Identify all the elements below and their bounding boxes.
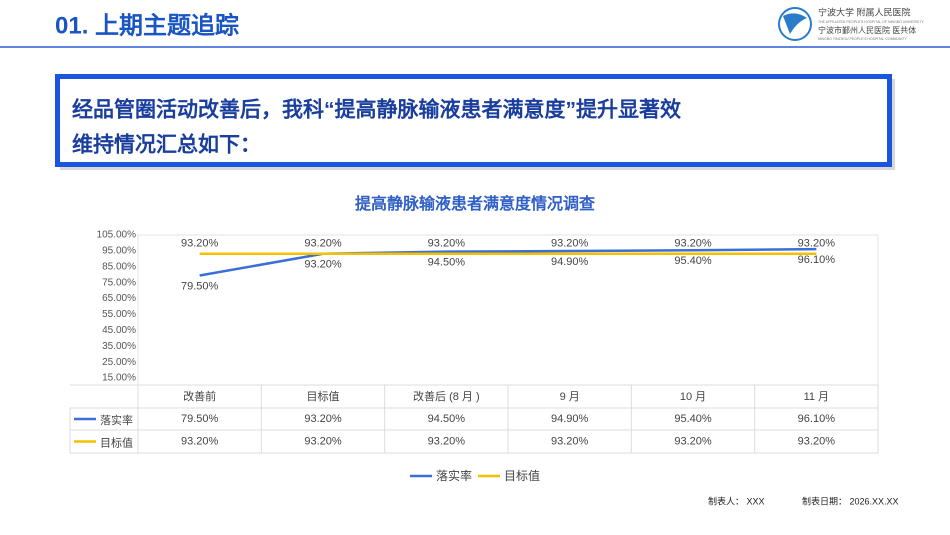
y-tick-label: 25.00% <box>102 357 136 368</box>
data-label: 93.20% <box>428 238 466 250</box>
data-label: 93.20% <box>304 238 342 250</box>
x-tick-label: 改善前 <box>183 389 216 403</box>
y-tick-label: 35.00% <box>102 341 136 352</box>
data-label: 93.20% <box>181 238 219 250</box>
logo-emblem <box>778 7 812 41</box>
chart-title: 提高静脉输液患者满意度情况调查 <box>355 194 595 213</box>
data-label: 96.10% <box>798 254 836 266</box>
data-label: 94.90% <box>551 256 589 268</box>
logo-group-en: NINGBO YINZHOU PEOPLE'S HOSPITAL COMMUNI… <box>818 37 908 41</box>
y-tick-label: 55.00% <box>102 309 136 320</box>
y-tick-label: 15.00% <box>102 373 136 384</box>
table-cell: 95.40% <box>674 413 712 425</box>
summary-line: 经品管圈活动改善后，我科“提高静脉输液患者满意度”提升显著效 <box>72 98 681 122</box>
legend-label: 落实率 <box>436 468 472 483</box>
x-tick-label: 9 月 <box>560 391 580 403</box>
plot-frame <box>137 234 879 386</box>
table-row-label: 落实率 <box>100 413 133 427</box>
y-tick-label: 95.00% <box>102 246 136 257</box>
y-tick-label: 105.00% <box>97 230 137 241</box>
table-cell: 96.10% <box>798 413 836 425</box>
footer-date: 制表日期： 2026.XX.XX <box>802 495 899 506</box>
data-label: 79.50% <box>181 280 219 292</box>
data-label: 93.20% <box>674 238 712 250</box>
summary-line: 维持情况汇总如下： <box>72 133 261 157</box>
table-cell: 94.90% <box>551 413 589 425</box>
logo-name-en: THE AFFILIATED PEOPLE'S HOSPITAL OF NING… <box>818 20 924 24</box>
x-tick-label: 11 月 <box>804 391 829 403</box>
data-label: 95.40% <box>674 255 712 267</box>
y-tick-label: 65.00% <box>102 293 136 304</box>
summary-box <box>55 74 892 167</box>
table-cell: 93.20% <box>304 435 342 447</box>
series-line <box>199 247 817 277</box>
x-tick-label: 目标值 <box>307 389 340 403</box>
table-cell: 93.20% <box>674 435 712 447</box>
legend-label: 目标值 <box>504 468 540 483</box>
logo-mark <box>783 13 807 34</box>
data-label: 93.20% <box>551 238 589 250</box>
y-tick-label: 45.00% <box>102 325 136 336</box>
table-row-label: 目标值 <box>100 435 133 449</box>
logo-name: 宁波大学 附属人民医院 <box>818 6 911 17</box>
data-label: 94.50% <box>428 257 466 269</box>
y-tick-label: 75.00% <box>102 277 136 288</box>
table-cell: 93.20% <box>181 435 219 447</box>
logo: 宁波大学 附属人民医院 THE AFFILIATED PEOPLE'S HOSP… <box>778 6 924 41</box>
table-cell: 94.50% <box>428 413 466 425</box>
table-cell: 93.20% <box>428 435 466 447</box>
table-cell: 93.20% <box>304 413 342 425</box>
x-tick-label: 10 月 <box>680 391 706 403</box>
logo-group: 宁波市鄞州人民医院 医共体 <box>818 25 916 35</box>
table-cell: 79.50% <box>181 413 219 425</box>
data-label: 93.20% <box>798 238 836 250</box>
page-title: 01. 上期主题追踪 <box>55 11 239 39</box>
data-label: 93.20% <box>304 259 342 271</box>
x-tick-label: 改善后 (8 月 ) <box>413 389 480 403</box>
table-cell: 93.20% <box>551 435 589 447</box>
footer-maker: 制表人： XXX <box>708 495 765 506</box>
table-cell: 93.20% <box>798 435 836 447</box>
y-tick-label: 85.00% <box>102 261 136 272</box>
